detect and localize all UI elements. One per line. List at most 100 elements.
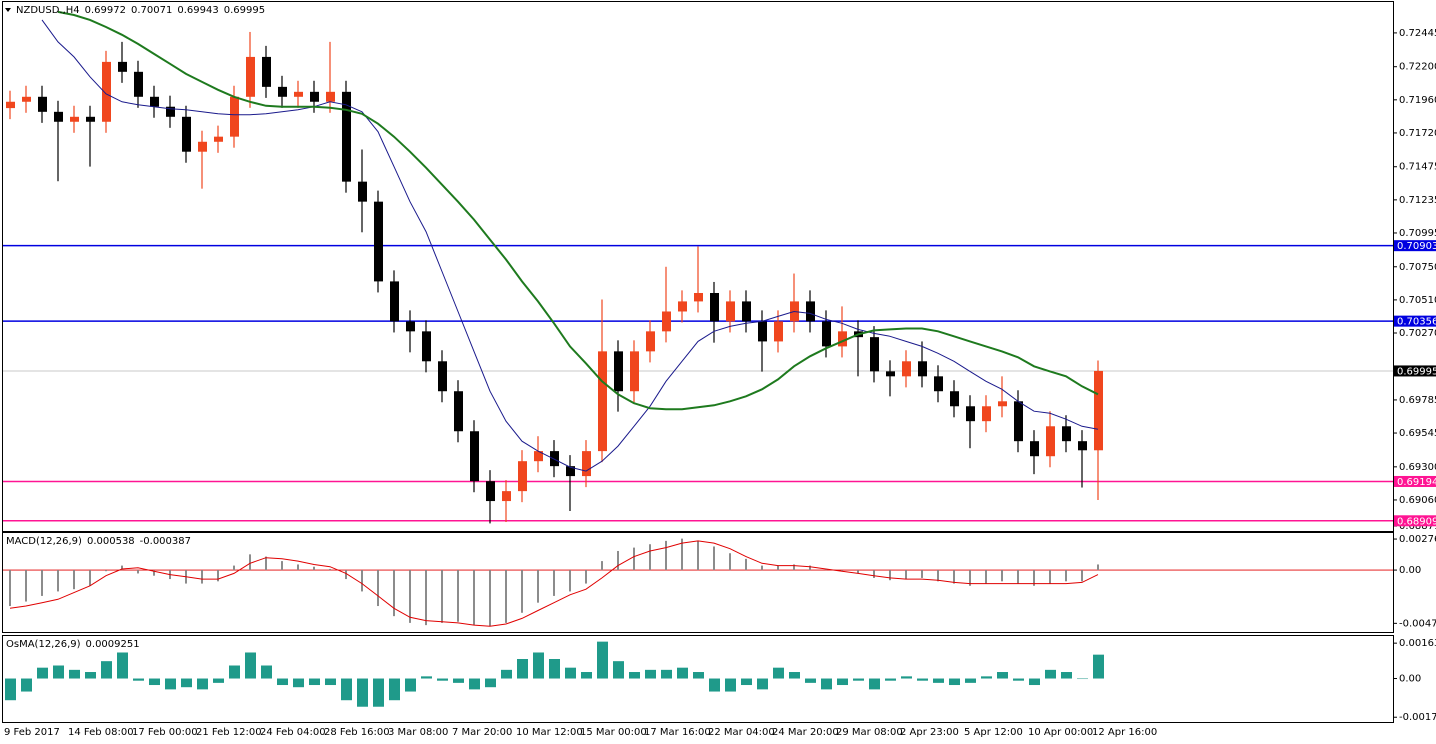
candle-body xyxy=(1046,426,1055,457)
osma-bar xyxy=(469,678,480,690)
candle-body xyxy=(966,406,975,422)
osma-bar xyxy=(325,678,336,686)
x-tick-label: 29 Mar 08:00 xyxy=(836,727,903,738)
y-tick-label: -0.00474 xyxy=(1399,618,1436,629)
last-price-label: 0.69995 xyxy=(1397,366,1436,377)
symbol-menu-arrow xyxy=(5,8,11,12)
header-value: 0.69943 xyxy=(177,5,218,16)
osma-bar xyxy=(517,658,528,679)
osma-bar xyxy=(437,678,448,681)
x-tick-label: 24 Mar 20:00 xyxy=(772,727,839,738)
osma-bar xyxy=(997,672,1008,679)
level-label: 0.70356 xyxy=(1397,317,1436,328)
candle-body xyxy=(358,181,367,202)
x-tick-label: 15 Mar 00:00 xyxy=(580,727,647,738)
x-tick-label: 17 Mar 16:00 xyxy=(644,727,711,738)
candle-body xyxy=(1094,370,1103,451)
osma-bar xyxy=(373,678,384,707)
header-value: 0.000538 xyxy=(87,536,135,547)
osma-bar xyxy=(709,678,720,692)
osma-bar xyxy=(533,652,544,679)
candle-body xyxy=(86,116,95,122)
y-tick-label: 0.71235 xyxy=(1399,195,1436,206)
osma-bar xyxy=(853,678,864,681)
osma-bar xyxy=(1013,678,1024,681)
osma-bar xyxy=(1061,672,1072,679)
osma-bar xyxy=(357,678,368,707)
osma-bar xyxy=(117,652,128,679)
x-tick-label: 7 Mar 20:00 xyxy=(452,727,512,738)
x-tick-label: 14 Feb 08:00 xyxy=(68,727,134,738)
level-box xyxy=(1394,475,1436,487)
osma-bar xyxy=(821,678,832,690)
candle-body xyxy=(630,351,639,392)
panel-header: NZDUSD.,H4 0.69972 0.70071 0.69943 0.69995 xyxy=(16,5,265,16)
header-value: 0.69995 xyxy=(224,5,265,16)
header-value: -0.000387 xyxy=(140,536,191,547)
x-tick-label: 21 Feb 12:00 xyxy=(196,727,262,738)
x-tick-label: 2 Apr 23:00 xyxy=(900,727,959,738)
osma-bar xyxy=(133,678,144,681)
x-tick-label: 28 Feb 16:00 xyxy=(324,727,390,738)
osma-bar xyxy=(581,672,592,679)
moving-average xyxy=(57,10,1099,411)
osma-bar xyxy=(837,678,848,686)
osma-bar xyxy=(165,678,176,690)
candle-body xyxy=(934,376,943,392)
y-tick-label: 0.002762 xyxy=(1399,534,1436,545)
candle-body xyxy=(454,391,463,432)
candle-body xyxy=(406,321,415,332)
y-tick-label: 0.68871 xyxy=(1399,521,1436,532)
osma-bar xyxy=(21,678,32,692)
y-tick-label: -0.001784 xyxy=(1399,712,1436,723)
osma-bar xyxy=(613,661,624,679)
candle-body xyxy=(262,56,271,87)
candle-body xyxy=(438,361,447,392)
level-label: 0.68909 xyxy=(1397,516,1436,527)
candle-body xyxy=(166,106,175,117)
candle-body xyxy=(774,321,783,342)
candle-body xyxy=(422,331,431,362)
candle-body xyxy=(1030,441,1039,457)
candle-body xyxy=(870,337,879,372)
candle-body xyxy=(22,96,31,102)
level-label: 0.69194 xyxy=(1397,477,1436,488)
level-box xyxy=(1394,515,1436,527)
candle-body xyxy=(150,96,159,107)
panel-header: MACD(12,26,9) 0.000538 -0.000387 xyxy=(6,536,191,547)
osma-bar xyxy=(949,678,960,686)
osma-bar xyxy=(277,678,288,686)
y-tick-label: 0.71475 xyxy=(1399,162,1436,173)
panel-title: OsMA(12,26,9) xyxy=(6,639,81,650)
candle-body xyxy=(1078,441,1087,451)
level-box xyxy=(1394,315,1436,327)
osma-bar xyxy=(389,678,400,701)
osma-bar xyxy=(773,667,784,679)
candle-body xyxy=(614,351,623,392)
osma-bar xyxy=(181,678,192,688)
osma-bar xyxy=(405,678,416,692)
osma-bar xyxy=(245,652,256,679)
candle-body xyxy=(902,361,911,377)
candle-body xyxy=(950,391,959,407)
x-tick-label: 24 Feb 04:00 xyxy=(260,727,326,738)
osma-bar xyxy=(1045,669,1056,679)
x-tick-label: 12 Apr 16:00 xyxy=(1092,727,1157,738)
osma-bar xyxy=(1093,654,1104,679)
candle-body xyxy=(694,292,703,302)
candle-body xyxy=(662,311,671,332)
moving-average xyxy=(41,19,1099,472)
candle-body xyxy=(886,371,895,377)
candle-body xyxy=(70,116,79,122)
osma-bar xyxy=(805,678,816,683)
candle-body xyxy=(182,116,191,152)
level-box xyxy=(1394,240,1436,252)
y-tick-label: 0.70995 xyxy=(1399,228,1436,239)
y-tick-label: 0.00 xyxy=(1399,674,1421,685)
candle-body xyxy=(742,301,751,322)
osma-bar xyxy=(485,678,496,688)
